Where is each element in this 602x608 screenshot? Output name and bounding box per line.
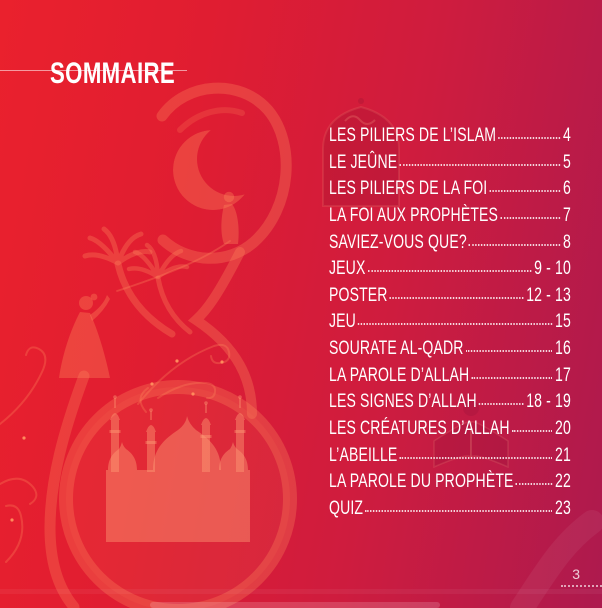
dot-leader: [399, 163, 561, 166]
toc-item-page: 4: [562, 124, 571, 146]
toc-item[interactable]: QUIZ 23: [329, 495, 571, 522]
toc-item-label: LE JEÛNE: [329, 150, 398, 173]
bottom-highlight: [0, 510, 602, 608]
page-number: 3: [572, 566, 580, 582]
mosque-icon: [106, 395, 250, 542]
toc-item-page: 18 - 19: [526, 390, 571, 413]
toc-item-page: 8: [562, 230, 571, 253]
toc-item-page: 9 - 10: [534, 257, 571, 280]
dot-leader: [489, 190, 561, 193]
toc-item[interactable]: LA PAROLE D’ALLAH 17: [329, 362, 571, 389]
toc-item-label: POSTER: [329, 283, 388, 306]
dot-leader: [500, 216, 561, 219]
toc-item[interactable]: LA PAROLE DU PROPHÈTE 22: [329, 468, 571, 495]
floral-vines-icon: [0, 343, 231, 563]
crescent-moon-icon: [173, 130, 253, 210]
toc-item-label: SOURATE AL-QADR: [329, 337, 464, 360]
toc-item[interactable]: LES PILIERS DE L’ISLAM 4: [329, 122, 571, 149]
swirl-flourish-icon: [156, 82, 292, 419]
dot-leader: [465, 350, 553, 353]
toc-item-page: 6: [562, 177, 571, 200]
mosque-circle-swirl-icon: [59, 380, 297, 608]
toc-item-label: LES PILIERS DE LA FOI: [329, 177, 488, 200]
toc-item-page: 22: [555, 470, 571, 493]
toc-item-page: 5: [562, 150, 571, 173]
dot-leader: [498, 137, 561, 139]
toc-item[interactable]: LES SIGNES D’ALLAH 18 - 19: [329, 388, 571, 415]
toc-item-label: LA FOI AUX PROPHÈTES: [329, 203, 499, 226]
toc-list: LES PILIERS DE L’ISLAM 4 LE JEÛNE 5 LES …: [329, 122, 571, 522]
toc-item-page: 17: [555, 363, 571, 386]
toc-item-page: 7: [562, 203, 571, 226]
toc-item-label: SAVIEZ-VOUS QUE?: [329, 230, 467, 253]
toc-item[interactable]: POSTER 12 - 13: [329, 282, 571, 309]
toc-item-label: L’ABEILLE: [329, 443, 398, 466]
dot-leader: [515, 483, 553, 486]
dot-leader: [471, 376, 553, 379]
dot-leader: [367, 270, 532, 273]
dot-leader: [389, 296, 524, 299]
toc-item-page: 20: [555, 417, 571, 440]
toc-item-label: LES PILIERS DE L’ISLAM: [329, 124, 497, 146]
toc-item-page: 23: [555, 496, 571, 519]
toc-item[interactable]: SOURATE AL-QADR 16: [329, 335, 571, 362]
toc-item[interactable]: LES PILIERS DE LA FOI 6: [329, 175, 571, 202]
toc-item-label: QUIZ: [329, 496, 364, 519]
standing-prayer-figure-icon: [221, 191, 239, 244]
toc-item[interactable]: LA FOI AUX PROPHÈTES 7: [329, 202, 571, 229]
page-title: SOMMAIRE: [50, 57, 176, 91]
toc-item-label: LA PAROLE D’ALLAH: [329, 363, 470, 386]
toc-item[interactable]: SAVIEZ-VOUS QUE? 8: [329, 229, 571, 256]
page-number-dots: [561, 585, 602, 587]
toc-item-label: LES SIGNES D’ALLAH: [329, 390, 477, 413]
dot-leader: [365, 509, 553, 512]
title-underline: [0, 70, 187, 71]
toc-item[interactable]: JEUX 9 - 10: [329, 255, 571, 282]
dot-leader: [478, 403, 524, 406]
dot-leader: [511, 430, 553, 433]
dot-leader: [358, 323, 553, 326]
toc-item[interactable]: JEU 15: [329, 308, 571, 335]
toc-item[interactable]: L’ABEILLE 21: [329, 442, 571, 469]
toc-item[interactable]: LES CRÉATURES D’ALLAH 20: [329, 415, 571, 442]
dot-leader: [468, 243, 561, 246]
toc-item-page: 16: [555, 337, 571, 360]
sitting-prayer-figure-icon: [44, 293, 110, 608]
toc-item-page: 15: [555, 310, 571, 333]
toc-item-label: LES CRÉATURES D’ALLAH: [329, 417, 510, 440]
toc-item-label: LA PAROLE DU PROPHÈTE: [329, 470, 514, 493]
toc-item-label: JEU: [329, 310, 356, 333]
toc-item-label: JEUX: [329, 257, 366, 280]
toc-item-page: 21: [555, 443, 571, 466]
palm-trees-icon: [82, 226, 231, 338]
dot-leader: [399, 456, 553, 459]
toc-item[interactable]: LE JEÛNE 5: [329, 149, 571, 176]
toc-item-page: 12 - 13: [526, 283, 571, 306]
